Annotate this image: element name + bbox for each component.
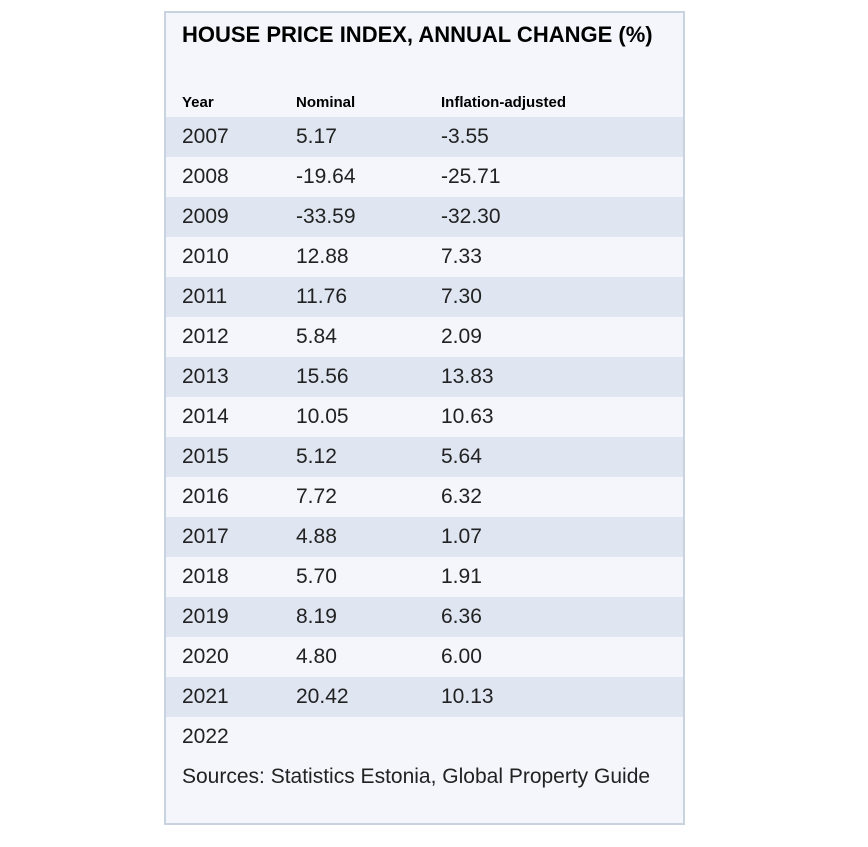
cell-nominal: 15.56: [296, 365, 349, 388]
cell-year: 2017: [182, 525, 229, 548]
cell-inflation-adjusted: 7.33: [441, 245, 482, 268]
cell-nominal: 4.80: [296, 645, 337, 668]
cell-year: 2013: [182, 365, 229, 388]
cell-nominal: 7.72: [296, 485, 337, 508]
table-body: 2007 5.17 -3.55 2008 -19.64 -25.71 2009 -33.59 -…: [166, 117, 683, 757]
table-row: 2010 12.88 7.33: [166, 237, 683, 277]
cell-nominal: 10.05: [296, 405, 349, 428]
table-header-row: Year Nominal Inflation-adjusted: [166, 89, 683, 117]
column-header-inflation-adjusted: Inflation-adjusted: [441, 94, 566, 111]
table-row: 2022: [166, 717, 683, 757]
table-row: 2012 5.84 2.09: [166, 317, 683, 357]
cell-inflation-adjusted: 2.09: [441, 325, 482, 348]
table-row: 2019 8.19 6.36: [166, 597, 683, 637]
table-row: 2011 11.76 7.30: [166, 277, 683, 317]
cell-nominal: 5.84: [296, 325, 337, 348]
cell-nominal: -19.64: [296, 165, 356, 188]
cell-nominal: 11.76: [296, 285, 347, 308]
cell-year: 2022: [182, 725, 229, 748]
cell-year: 2010: [182, 245, 229, 268]
cell-year: 2018: [182, 565, 229, 588]
cell-inflation-adjusted: 5.64: [441, 445, 482, 468]
cell-nominal: 4.88: [296, 525, 337, 548]
cell-year: 2007: [182, 125, 229, 148]
cell-inflation-adjusted: 10.63: [441, 405, 494, 428]
table-row: 2020 4.80 6.00: [166, 637, 683, 677]
cell-year: 2021: [182, 685, 229, 708]
table-row: 2008 -19.64 -25.71: [166, 157, 683, 197]
cell-year: 2019: [182, 605, 229, 628]
table-row: 2015 5.12 5.64: [166, 437, 683, 477]
cell-inflation-adjusted: 7.30: [441, 285, 482, 308]
table-row: 2017 4.88 1.07: [166, 517, 683, 557]
table-row: 2018 5.70 1.91: [166, 557, 683, 597]
cell-inflation-adjusted: -25.71: [441, 165, 501, 188]
table-source-note: Sources: Statistics Estonia, Global Prop…: [182, 765, 651, 788]
cell-inflation-adjusted: 1.91: [441, 565, 482, 588]
cell-year: 2014: [182, 405, 229, 428]
cell-inflation-adjusted: 6.36: [441, 605, 482, 628]
table-row: 2014 10.05 10.63: [166, 397, 683, 437]
cell-year: 2020: [182, 645, 229, 668]
table-row: 2009 -33.59 -32.30: [166, 197, 683, 237]
cell-inflation-adjusted: -32.30: [441, 205, 501, 228]
table-title: HOUSE PRICE INDEX, ANNUAL CHANGE (%): [182, 22, 653, 47]
table-row: 2021 20.42 10.13: [166, 677, 683, 717]
cell-nominal: 8.19: [296, 605, 337, 628]
cell-year: 2009: [182, 205, 229, 228]
cell-year: 2008: [182, 165, 229, 188]
cell-year: 2011: [182, 285, 228, 308]
column-header-nominal: Nominal: [296, 94, 356, 111]
column-header-year: Year: [182, 94, 214, 111]
table-row: 2016 7.72 6.32: [166, 477, 683, 517]
table-row: 2007 5.17 -3.55: [166, 117, 683, 157]
cell-nominal: 12.88: [296, 245, 349, 268]
cell-nominal: -33.59: [296, 205, 356, 228]
cell-inflation-adjusted: -3.55: [441, 125, 489, 148]
cell-nominal: 5.17: [296, 125, 337, 148]
table-row: 2013 15.56 13.83: [166, 357, 683, 397]
house-price-table-panel: HOUSE PRICE INDEX, ANNUAL CHANGE (%) Yea…: [164, 11, 685, 825]
cell-inflation-adjusted: 6.00: [441, 645, 482, 668]
cell-inflation-adjusted: 6.32: [441, 485, 482, 508]
cell-inflation-adjusted: 13.83: [441, 365, 494, 388]
cell-year: 2012: [182, 325, 229, 348]
cell-year: 2016: [182, 485, 229, 508]
cell-inflation-adjusted: 10.13: [441, 685, 494, 708]
cell-year: 2015: [182, 445, 229, 468]
cell-nominal: 5.12: [296, 445, 337, 468]
cell-inflation-adjusted: 1.07: [441, 525, 482, 548]
cell-nominal: 20.42: [296, 685, 349, 708]
cell-nominal: 5.70: [296, 565, 337, 588]
